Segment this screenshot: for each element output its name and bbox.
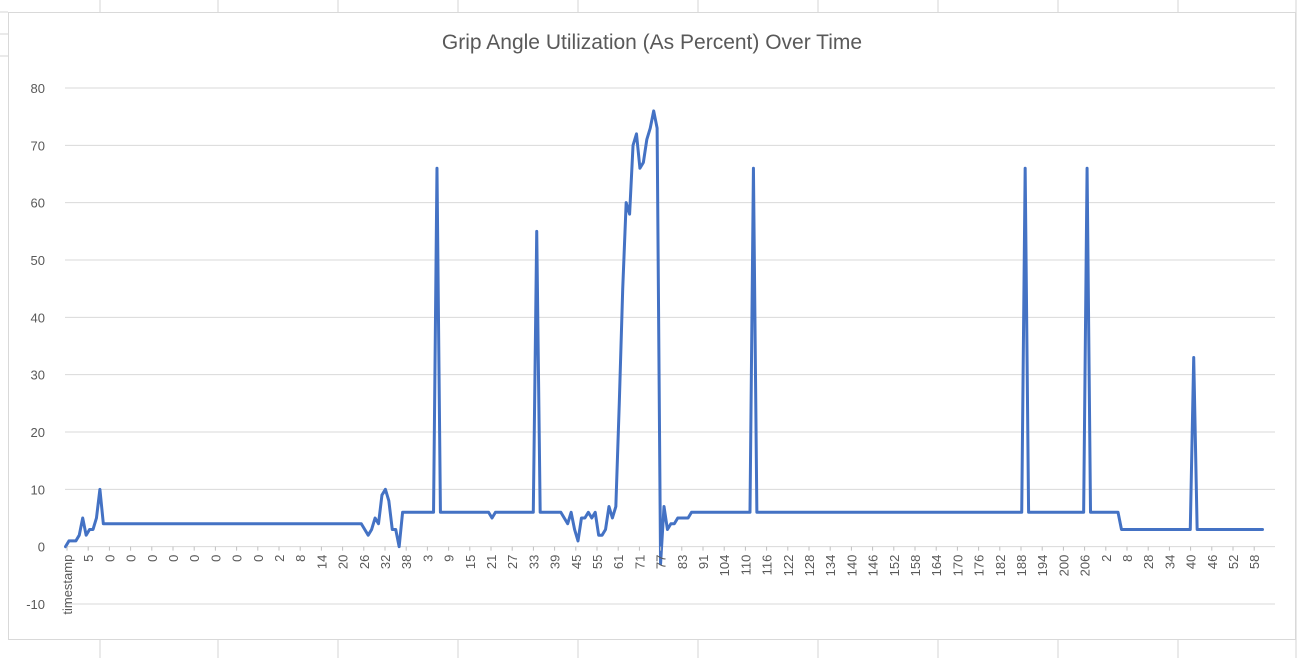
x-tick-label: 140 xyxy=(844,555,859,577)
y-tick-label: 30 xyxy=(31,368,45,383)
y-tick-label: 80 xyxy=(31,81,45,96)
x-tick-label: 110 xyxy=(738,555,753,576)
chart-area[interactable]: Grip Angle Utilization (As Percent) Over… xyxy=(8,12,1296,640)
x-tick-label: 0 xyxy=(102,555,117,562)
x-tick-label: 146 xyxy=(866,555,881,577)
x-tick-label: 71 xyxy=(632,555,647,569)
y-tick-label: 0 xyxy=(38,540,45,555)
x-tick-label: 170 xyxy=(950,555,965,577)
x-tick-label: 20 xyxy=(336,555,351,569)
x-tick-label: 152 xyxy=(887,555,902,577)
x-tick-label: 26 xyxy=(357,555,372,569)
x-tick-label: 116 xyxy=(760,555,775,576)
x-tick-label: 15 xyxy=(463,555,478,569)
y-tick-label: 60 xyxy=(31,196,45,211)
x-tick-label: 32 xyxy=(378,555,393,569)
x-tick-label: 61 xyxy=(611,555,626,569)
x-tick-label: 33 xyxy=(526,555,541,569)
x-tick-label: 182 xyxy=(993,555,1008,577)
x-tick-label: 8 xyxy=(1120,555,1135,562)
x-tick-label: 194 xyxy=(1035,555,1050,577)
x-tick-label: 0 xyxy=(124,555,139,562)
x-tick-label: 5 xyxy=(81,555,96,562)
x-tick-label: 34 xyxy=(1162,555,1177,569)
y-tick-label: 70 xyxy=(31,138,45,153)
x-tick-label: 40 xyxy=(1184,555,1199,569)
x-tick-label: 27 xyxy=(505,555,520,569)
x-tick-label: 158 xyxy=(908,555,923,577)
x-tick-label: 2 xyxy=(1099,555,1114,562)
x-tick-label: 134 xyxy=(823,555,838,577)
x-tick-label: timestamp xyxy=(60,555,75,615)
x-tick-label: 39 xyxy=(548,555,563,569)
x-tick-label: 128 xyxy=(802,555,817,577)
x-tick-label: 83 xyxy=(675,555,690,569)
y-tick-label: -10 xyxy=(26,597,45,612)
x-tick-label: 0 xyxy=(230,555,245,562)
x-tick-label: 46 xyxy=(1205,555,1220,569)
x-tick-label: 52 xyxy=(1226,555,1241,569)
x-tick-label: 38 xyxy=(399,555,414,569)
x-tick-label: 176 xyxy=(972,555,987,577)
y-tick-label: 50 xyxy=(31,253,45,268)
x-tick-label: 200 xyxy=(1056,555,1071,577)
x-tick-label: 28 xyxy=(1141,555,1156,569)
x-tick-label: 58 xyxy=(1247,555,1262,569)
x-tick-label: 164 xyxy=(929,555,944,577)
y-tick-label: 10 xyxy=(31,482,45,497)
x-tick-label: 0 xyxy=(145,555,160,562)
y-tick-label: 40 xyxy=(31,310,45,325)
x-tick-label: 206 xyxy=(1078,555,1093,577)
x-tick-label: 91 xyxy=(696,555,711,569)
x-tick-label: 0 xyxy=(166,555,181,562)
x-tick-label: 0 xyxy=(187,555,202,562)
x-tick-label: 55 xyxy=(590,555,605,569)
x-tick-label: 77 xyxy=(654,555,669,569)
x-tick-label: 8 xyxy=(293,555,308,562)
y-tick-label: 20 xyxy=(31,425,45,440)
x-tick-label: 122 xyxy=(781,555,796,577)
x-tick-label: 2 xyxy=(272,555,287,562)
x-tick-label: 0 xyxy=(251,555,266,562)
x-tick-label: 9 xyxy=(442,555,457,562)
x-tick-label: 104 xyxy=(717,555,732,577)
x-tick-label: 14 xyxy=(314,555,329,569)
x-tick-label: 45 xyxy=(569,555,584,569)
x-tick-label: 0 xyxy=(208,555,223,562)
series-line xyxy=(64,109,1264,566)
x-tick-label: 21 xyxy=(484,555,499,569)
chart-title: Grip Angle Utilization (As Percent) Over… xyxy=(441,31,863,54)
x-tick-label: 188 xyxy=(1014,555,1029,577)
x-tick-label: 3 xyxy=(420,555,435,562)
